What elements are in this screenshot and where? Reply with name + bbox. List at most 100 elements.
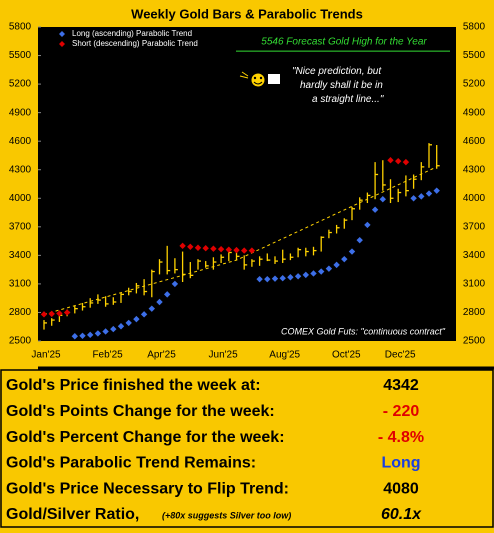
y-tick-label: 3700 xyxy=(9,221,32,232)
trend-dot xyxy=(56,310,63,317)
trend-dot xyxy=(387,157,394,164)
y-tick-label: 5200 xyxy=(9,79,32,90)
trend-dot xyxy=(87,331,94,339)
y2-tick-label: 2800 xyxy=(463,307,486,318)
trend-dot xyxy=(225,246,232,253)
x-tick-label: Apr'25 xyxy=(147,350,176,361)
source-note: COMEX Gold Futs: "continuous contract" xyxy=(281,326,446,336)
trend-dot xyxy=(148,305,155,312)
trend-dot xyxy=(117,323,125,330)
row-value: Long xyxy=(381,455,420,472)
y-tick-label: 2500 xyxy=(9,336,32,347)
trend-dot xyxy=(410,195,417,202)
row-value: - 4.8% xyxy=(378,429,424,446)
smiley xyxy=(239,71,280,88)
trend-dot xyxy=(164,291,171,298)
trend-dot xyxy=(210,245,217,252)
legend-marker xyxy=(59,31,65,37)
row-value: - 220 xyxy=(383,403,420,420)
trend-dot xyxy=(279,275,286,282)
trend-dot xyxy=(341,255,348,263)
y-tick-label: 4600 xyxy=(9,136,32,147)
y2-tick-label: 2500 xyxy=(463,336,486,347)
y2-tick-label: 4000 xyxy=(463,193,486,204)
trend-dot xyxy=(40,311,48,318)
trend-dot xyxy=(125,319,132,327)
trend-dot xyxy=(256,275,263,283)
trend-dot xyxy=(79,332,86,339)
trend-dot xyxy=(356,236,363,244)
row-label: Gold's Parabolic Trend Remains: xyxy=(6,455,256,472)
trend-dot xyxy=(156,298,163,306)
y-tick-label: 4900 xyxy=(9,107,32,118)
y2-tick-label: 3400 xyxy=(463,250,486,261)
x-tick-label: Aug'25 xyxy=(269,350,300,361)
trend-dot xyxy=(371,206,379,213)
trend-dot xyxy=(395,157,402,165)
trend-dot xyxy=(233,246,240,254)
x-tick-label: Jun'25 xyxy=(209,350,239,361)
x-tick-label: Oct'25 xyxy=(332,350,361,361)
trend-dot xyxy=(179,242,186,250)
legend-label: Short (descending) Parabolic Trend xyxy=(72,39,198,48)
trend-dot xyxy=(433,187,440,194)
trend-dot xyxy=(264,275,271,283)
y2-tick-label: 4600 xyxy=(463,136,486,147)
row-value: 4080 xyxy=(383,480,419,497)
y-tick-label: 3400 xyxy=(9,250,32,261)
x-tick-label: Feb'25 xyxy=(92,350,123,361)
forecast-label: 5546 Forecast Gold High for the Year xyxy=(261,37,427,48)
y2-tick-label: 5200 xyxy=(463,79,486,90)
legend-label: Long (ascending) Parabolic Trend xyxy=(72,29,192,38)
y2-tick-label: 3100 xyxy=(463,279,486,290)
row-label: Gold's Points Change for the week: xyxy=(6,403,275,420)
y2-tick-label: 5500 xyxy=(463,50,486,61)
trend-dot xyxy=(287,274,294,281)
y-tick-label: 5800 xyxy=(9,22,32,33)
trend-dot xyxy=(171,280,179,288)
y2-tick-label: 3700 xyxy=(463,221,486,232)
row-value: 4342 xyxy=(383,377,419,394)
y2-tick-label: 5800 xyxy=(463,22,486,33)
y-tick-label: 4300 xyxy=(9,164,32,175)
trend-dot xyxy=(71,333,78,340)
plot-area xyxy=(38,27,456,341)
table-border xyxy=(0,369,494,528)
trend-dot xyxy=(418,193,425,200)
trend-dot xyxy=(133,315,140,323)
trend-dot xyxy=(325,265,333,272)
trend-dot xyxy=(271,275,279,282)
trend-dot xyxy=(102,328,109,335)
row-label: Gold's Price Necessary to Flip Trend: xyxy=(6,480,289,497)
trend-dot xyxy=(333,261,340,269)
trend-dot xyxy=(348,248,356,255)
row-note: (+80x suggests Silver too low) xyxy=(162,510,291,520)
trend-dot xyxy=(318,268,325,275)
trend-dot xyxy=(63,309,71,316)
trend-dot xyxy=(202,245,209,252)
trend-dot xyxy=(48,310,55,318)
trend-dot xyxy=(379,196,386,203)
trend-dot xyxy=(194,244,202,251)
chart-title: Weekly Gold Bars & Parabolic Trends xyxy=(131,6,363,21)
trend-dot xyxy=(140,311,148,318)
trend-dot xyxy=(241,247,248,254)
trend-dot xyxy=(294,273,302,280)
row-value: 60.1x xyxy=(381,506,422,523)
y-tick-label: 2800 xyxy=(9,307,32,318)
y-tick-label: 4000 xyxy=(9,193,32,204)
y-tick-label: 3100 xyxy=(9,279,32,290)
trend-dot xyxy=(310,270,317,277)
trend-dot xyxy=(110,325,117,333)
annotation: "Nice prediction, but hardly shall it be … xyxy=(292,66,384,105)
trend-dot xyxy=(425,190,433,197)
legend-marker xyxy=(59,41,65,47)
row-label: Gold's Percent Change for the week: xyxy=(6,429,285,446)
trend-dot xyxy=(364,221,371,229)
trend-dot xyxy=(217,245,225,253)
trend-dot xyxy=(94,330,102,337)
x-tick-label: Dec'25 xyxy=(385,350,416,361)
row-label: Gold's Price finished the week at: xyxy=(6,377,261,394)
row-label: Gold/Silver Ratio, xyxy=(6,506,139,523)
